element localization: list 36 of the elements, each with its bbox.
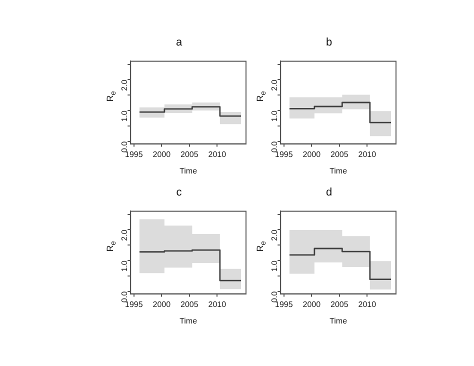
y-tick-label: 1.0 — [120, 110, 129, 122]
x-tick-label: 2005 — [180, 300, 199, 309]
x-tick-label: 2000 — [152, 300, 172, 309]
chart-title: c — [176, 186, 182, 199]
y-tick-label: 2.0 — [270, 229, 279, 241]
x-tick-label: 2005 — [330, 300, 349, 309]
y-tick-label: 0.0 — [120, 140, 129, 152]
x-axis-title: Time — [180, 166, 198, 176]
chart-title: b — [326, 36, 332, 49]
y-tick-label: 2.0 — [120, 79, 129, 91]
x-axis-title: Time — [180, 316, 198, 326]
y-tick-label: 2.0 — [270, 79, 279, 91]
y-tick-label: 2.0 — [120, 229, 129, 241]
y-tick-label: 0.0 — [270, 140, 279, 152]
x-tick-label: 2005 — [180, 150, 199, 159]
x-tick-label: 2000 — [302, 300, 322, 309]
y-tick-label: 1.0 — [270, 110, 279, 122]
chart-title: d — [326, 186, 332, 199]
x-axis-title: Time — [330, 316, 348, 326]
x-tick-label: 2010 — [358, 300, 377, 309]
x-tick-label: 2010 — [208, 300, 227, 309]
y-tick-label: 1.0 — [270, 260, 279, 272]
y-tick-label: 0.0 — [270, 290, 279, 302]
x-tick-label: 2000 — [302, 150, 322, 159]
x-tick-label: 2010 — [208, 150, 227, 159]
x-tick-label: 1995 — [125, 150, 144, 159]
x-tick-label: 1995 — [125, 300, 144, 309]
x-tick-label: 2010 — [358, 150, 377, 159]
x-tick-label: 2005 — [330, 150, 349, 159]
x-tick-label: 1995 — [275, 150, 294, 159]
y-tick-label: 0.0 — [120, 290, 129, 302]
x-axis-title: Time — [330, 166, 348, 176]
x-tick-label: 2000 — [152, 150, 172, 159]
y-tick-label: 1.0 — [120, 260, 129, 272]
chart-title: a — [176, 36, 183, 49]
x-tick-label: 1995 — [275, 300, 294, 309]
